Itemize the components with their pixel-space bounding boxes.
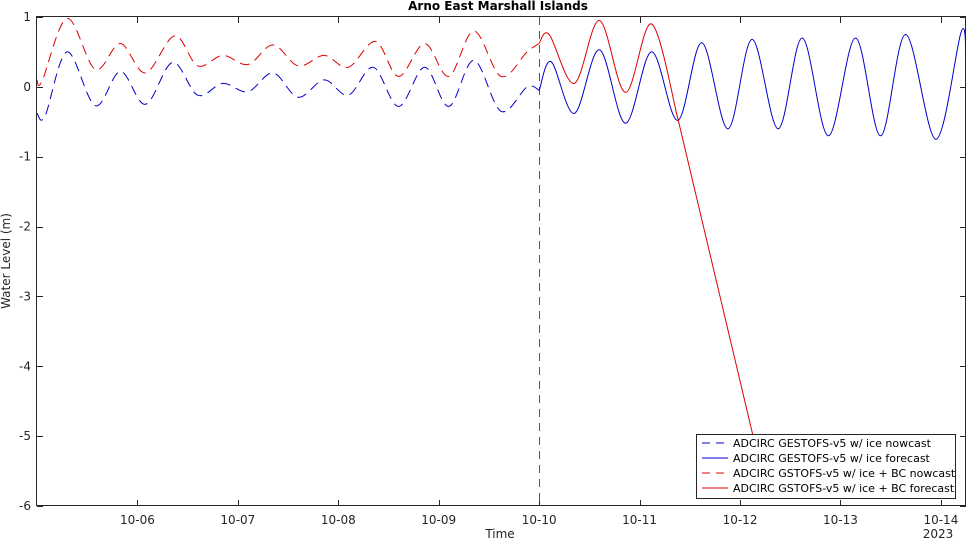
y-tick-label: -5	[19, 429, 31, 443]
x-tick-label: 10-09	[421, 513, 456, 527]
x-tick-label: 10-13	[823, 513, 858, 527]
y-tick-label: -6	[19, 499, 31, 513]
x-tick-label: 10-11	[622, 513, 657, 527]
legend-entry-1: ADCIRC GESTOFS-v5 w/ ice nowcast	[733, 437, 932, 450]
x-tick-label: 10-12	[723, 513, 758, 527]
legend-entry-4: ADCIRC GSTOFS-v5 w/ ice + BC forecast	[733, 482, 955, 495]
x-tick-label: 10-06	[120, 513, 155, 527]
series-line-1	[36, 51, 540, 121]
x-axis-year-label: 2023	[923, 527, 954, 541]
series-line-2	[538, 28, 966, 140]
x-tick-label: 10-14	[923, 513, 958, 527]
series-line-3	[36, 17, 540, 86]
x-tick-label: 10-07	[220, 513, 255, 527]
y-tick-label: -1	[19, 150, 31, 164]
y-tick-label: -2	[19, 220, 31, 234]
x-tick-label: 10-10	[522, 513, 557, 527]
legend-entry-3: ADCIRC GSTOFS-v5 w/ ice + BC nowcast	[733, 467, 956, 480]
plot-area	[36, 16, 966, 506]
series-layer	[36, 17, 966, 437]
legend-entry-2: ADCIRC GESTOFS-v5 w/ ice forecast	[733, 452, 931, 465]
x-tick-label: 10-08	[321, 513, 356, 527]
x-axis-ticks: 10-06 10-07 10-08 10-09 10-10 10-11 10-12 10-13…	[120, 17, 958, 527]
y-tick-label: -3	[19, 289, 31, 303]
chart-title: Arno East Marshall Islands	[408, 0, 588, 13]
y-tick-label: 1	[23, 10, 31, 24]
y-axis-label: Water Level (m)	[0, 213, 13, 309]
y-axis-ticks: 1 0 -1 -2 -3 -4 -5 -6	[19, 10, 966, 513]
series-line-4	[538, 19, 754, 437]
y-tick-label: -4	[19, 359, 31, 373]
legend: ADCIRC GESTOFS-v5 w/ ice nowcast ADCIRC G…	[696, 434, 956, 499]
x-axis-label: Time	[484, 527, 514, 541]
y-tick-label: 0	[23, 80, 31, 94]
legend-box	[696, 434, 956, 499]
